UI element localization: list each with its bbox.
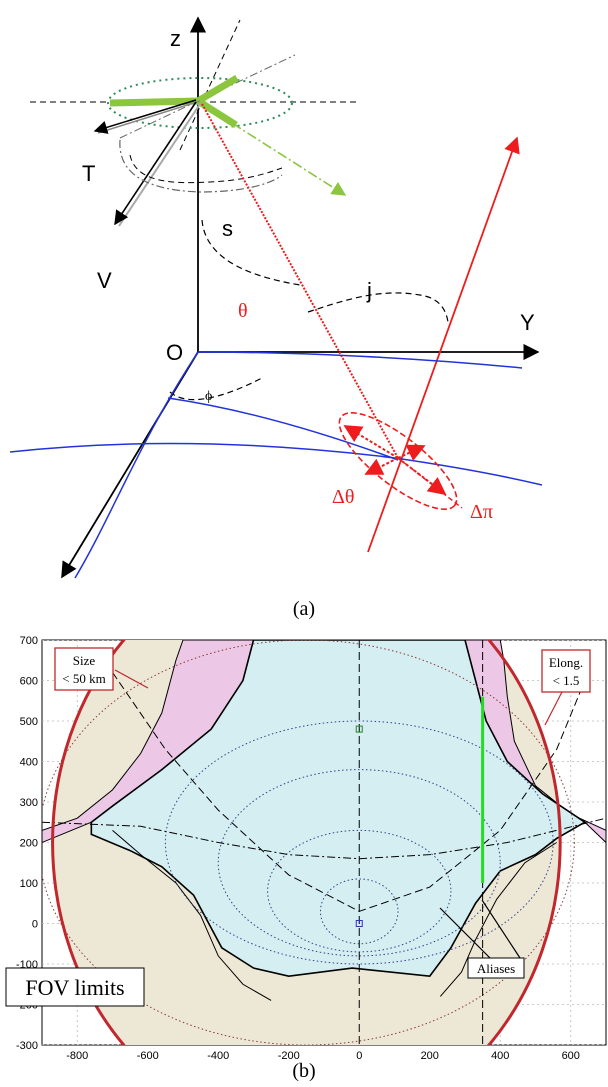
line-of-sight xyxy=(201,103,399,459)
aliases-label: Aliases xyxy=(477,961,515,976)
size-callout-line1: Size xyxy=(73,653,96,668)
elong-callout-box xyxy=(541,649,591,693)
blue-ground-track-lower xyxy=(74,351,199,579)
x-tick-label: -600 xyxy=(137,1050,159,1062)
x-tick-label: -200 xyxy=(278,1050,300,1062)
aliases-pointer-2 xyxy=(481,899,521,959)
y-tick-label: -300 xyxy=(16,1040,38,1052)
aliases-pointer-1 xyxy=(439,907,491,959)
t-angle-arc xyxy=(119,139,283,193)
phi-angle-arc xyxy=(169,377,263,401)
blue-ground-diagonal xyxy=(167,397,399,461)
caption-a: (a) xyxy=(292,598,316,620)
dotted-contour xyxy=(164,720,554,965)
t-vector-shadow xyxy=(97,100,201,134)
x-tick-label: 400 xyxy=(491,1050,509,1062)
y-tick-label: 100 xyxy=(20,878,38,890)
v-label: V xyxy=(97,268,112,293)
red-long-line xyxy=(367,136,520,553)
s-angle-arc xyxy=(201,219,301,286)
antenna-footprint-ellipse xyxy=(107,77,293,129)
s-label: s xyxy=(222,216,233,241)
elong-callout-line2: < 1.5 xyxy=(553,673,580,688)
elong-callout-line1: Elong. xyxy=(549,655,583,670)
geometry-diagram: z Y O T V s j θ ϕ Δθ Δπ xyxy=(9,16,543,579)
theta-label: θ xyxy=(238,300,248,322)
antenna-arm-left xyxy=(109,97,199,107)
blue-ground-curve xyxy=(9,442,543,486)
elong-callout-pointer xyxy=(544,689,564,726)
right-alias-boundary xyxy=(439,842,557,997)
size-callout-box xyxy=(54,647,114,691)
v-vector xyxy=(114,101,197,226)
j-angle-arc xyxy=(307,292,449,323)
dotted-contour xyxy=(217,769,501,957)
x-tick-label: 200 xyxy=(421,1050,439,1062)
y-tick-label: 600 xyxy=(20,676,38,688)
y-tick-label: 500 xyxy=(20,716,38,728)
phi-label: ϕ xyxy=(205,389,212,404)
y-tick-label: 0 xyxy=(32,919,38,931)
y-axis-label: Y xyxy=(520,310,535,335)
dotted-contour xyxy=(319,878,399,945)
caption-b: (b) xyxy=(292,1060,316,1082)
aliases-box xyxy=(467,957,525,979)
t-angle-arc-2 xyxy=(129,154,283,184)
x-tick-label: 600 xyxy=(562,1050,580,1062)
left-alias-boundary xyxy=(112,829,272,1001)
fov-chart: -800 -600 -400 -200 0 200 400 600 700 600 500 400 30… xyxy=(5,635,607,1062)
fov-circle xyxy=(51,640,562,1045)
delta-pi-label: Δπ xyxy=(470,501,493,523)
delta-theta-arrow xyxy=(364,457,399,475)
y-tick-label: 400 xyxy=(20,757,38,769)
blue-ground-track-upper xyxy=(197,351,523,369)
delta-pi-arrow xyxy=(343,425,399,459)
j-label: j xyxy=(366,278,372,303)
fov-limits-label: FOV limits xyxy=(25,975,124,1000)
marker-square-0 xyxy=(355,725,363,733)
t-label: T xyxy=(82,161,95,186)
y-tick-label: 300 xyxy=(20,797,38,809)
size-callout-pointer xyxy=(114,669,149,689)
y-tick-label: 200 xyxy=(20,838,38,850)
t-vector xyxy=(93,99,197,134)
z-axis-label: z xyxy=(170,26,181,51)
fov-limits-box xyxy=(5,967,145,1007)
origin-label: O xyxy=(166,340,183,365)
x-tick-label: -800 xyxy=(66,1050,88,1062)
x-tick-label: -400 xyxy=(207,1050,229,1062)
size-callout-line2: < 50 km xyxy=(62,671,105,686)
v-vector-shadow xyxy=(118,103,201,227)
x-tick-label: 0 xyxy=(356,1050,362,1062)
valid-region xyxy=(90,640,587,977)
delta-theta-label: Δθ xyxy=(332,486,354,508)
dash-dot-curve xyxy=(42,817,606,860)
target-uncertainty-ellipse xyxy=(338,412,458,510)
antenna-arm-up xyxy=(196,74,239,105)
y-tick-label: 700 xyxy=(20,635,38,647)
dotted-contour xyxy=(42,640,575,1045)
marker-square-1 xyxy=(355,920,363,927)
